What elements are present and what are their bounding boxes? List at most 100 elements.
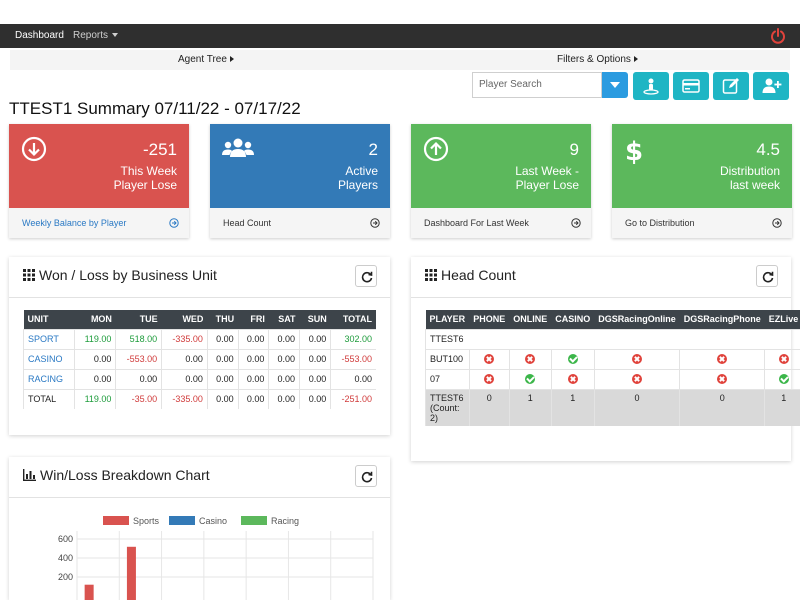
card-footer-link[interactable]: Go to Distribution (612, 208, 792, 238)
status-cell (468, 368, 510, 389)
status-cell (550, 368, 595, 389)
value-cell: 119.00 (73, 388, 116, 409)
panel-title-text: Head Count (441, 267, 516, 283)
y-tick-label: 600 (58, 534, 73, 544)
count-cell: 1 (550, 388, 595, 426)
value-cell: -553.00 (330, 348, 376, 369)
legend-swatch (169, 516, 195, 525)
refresh-button[interactable] (355, 265, 377, 287)
value-cell: 0.00 (73, 348, 116, 369)
card-footer-link[interactable]: Weekly Balance by Player (9, 208, 189, 238)
group-name: TTEST6 (425, 328, 800, 349)
value-cell: 0.00 (161, 368, 208, 389)
arrow-down-circle-icon (21, 136, 47, 162)
card-label-line1: Active (345, 164, 378, 178)
chart-background (23, 509, 375, 600)
status-cell (593, 368, 680, 389)
column-header: TUE (115, 310, 162, 329)
headcount-panel: Head Count PLAYER PHONE ONLINE CASINO DGSRac… (411, 257, 800, 461)
table-row: CASINO 0.00 -553.00 0.00 0.00 0.00 0.00 0.00 -55… (23, 348, 376, 369)
agent-tree-label: Agent Tree (178, 54, 227, 65)
panel-divider (9, 497, 390, 498)
summary-player-line: TTEST6 (430, 392, 464, 403)
status-cell (468, 348, 510, 369)
x-circle-icon (631, 374, 642, 385)
refresh-icon (361, 271, 373, 283)
card-header: $ 4.5 Distribution last week (612, 124, 792, 208)
value-cell: 0.00 (299, 368, 331, 389)
credit-card-button[interactable] (673, 72, 709, 100)
summary-player-line: (Count: (430, 402, 460, 413)
credit-card-icon (682, 79, 700, 93)
panel-title-text: Won / Loss by Business Unit (39, 267, 217, 283)
card-label: Active Players (238, 164, 378, 192)
player-cell: 07 (425, 368, 470, 389)
count-cell: 0 (679, 388, 765, 426)
value-cell: 0.00 (299, 348, 331, 369)
chevron-down-icon (112, 33, 119, 38)
count-cell: 0 (593, 388, 680, 426)
page-title: TTEST1 Summary 07/11/22 - 07/17/22 (9, 99, 301, 118)
column-header: EZLive (764, 310, 800, 329)
x-circle-icon (717, 374, 728, 385)
card-value: 4.5 (756, 140, 780, 159)
player-cell: BUT100 (425, 348, 470, 369)
card-label-line1: Last Week - (515, 164, 579, 178)
player-search-dropdown-button[interactable] (602, 72, 628, 98)
caret-right-icon (633, 56, 638, 63)
filters-options-link[interactable]: Filters & Options (557, 50, 638, 70)
card-footer-link[interactable]: Head Count (210, 208, 390, 238)
table-row: BUT100 (425, 348, 800, 369)
add-user-icon (762, 78, 782, 93)
edit-icon (722, 78, 739, 94)
card-header: 9 Last Week - Player Lose (411, 124, 591, 208)
agent-tree-link[interactable]: Agent Tree (178, 50, 234, 70)
card-last-week-player-lose: 9 Last Week - Player Lose Dashboard For L… (411, 124, 591, 238)
player-search-input[interactable]: Player Search (472, 72, 602, 98)
y-tick-label: 400 (58, 553, 73, 563)
power-icon[interactable] (770, 28, 786, 44)
column-header: CASINO (551, 310, 595, 329)
refresh-button[interactable] (355, 465, 377, 487)
refresh-button[interactable] (756, 265, 778, 287)
nav-dashboard[interactable]: Dashboard (15, 30, 64, 41)
value-cell: 0.00 (237, 368, 269, 389)
table-header-row: UNIT MON TUE WED THU FRI SAT SUN TOTAL (23, 310, 376, 329)
nav-reports-dropdown[interactable]: Reports (73, 24, 119, 48)
status-cell (508, 368, 552, 389)
card-label-line1: This Week (120, 164, 177, 178)
card-footer-label: Dashboard For Last Week (424, 218, 529, 228)
panel-title-text: Win/Loss Breakdown Chart (40, 467, 210, 483)
status-cell (679, 368, 765, 389)
x-circle-icon (567, 374, 578, 385)
value-cell: 518.00 (115, 328, 162, 349)
column-header: PHONE (469, 310, 510, 329)
card-active-players: 2 Active Players Head Count (210, 124, 390, 238)
edit-button[interactable] (713, 72, 749, 100)
filters-options-label: Filters & Options (557, 54, 631, 65)
unit-cell[interactable]: RACING (23, 368, 75, 389)
x-circle-icon (525, 354, 536, 365)
unit-cell[interactable]: SPORT (23, 328, 75, 349)
column-header: ONLINE (509, 310, 552, 329)
bar-chart-icon (23, 469, 36, 481)
status-cell (508, 348, 552, 369)
player-location-button[interactable] (633, 72, 669, 100)
group-row: TTEST6 (425, 328, 800, 349)
grid-icon (425, 269, 437, 281)
value-cell: 0.00 (268, 348, 300, 369)
headcount-table: PLAYER PHONE ONLINE CASINO DGSRacingOnline DG… (425, 310, 800, 426)
column-header: TOTAL (330, 310, 376, 329)
grid-icon (23, 269, 35, 281)
winloss-table: UNIT MON TUE WED THU FRI SAT SUN TOTAL SPORT 119.… (23, 310, 376, 409)
value-cell: 0.00 (237, 328, 269, 349)
status-cell (679, 348, 765, 369)
y-tick-label: 200 (58, 572, 73, 582)
card-this-week-player-lose: -251 This Week Player Lose Weekly Balance… (9, 124, 189, 238)
unit-cell[interactable]: CASINO (23, 348, 75, 369)
summary-player-line: 2) (430, 412, 439, 423)
column-header: DGSRacingOnline (594, 310, 680, 329)
check-circle-icon (778, 374, 789, 385)
card-footer-link[interactable]: Dashboard For Last Week (411, 208, 591, 238)
add-user-button[interactable] (753, 72, 789, 100)
